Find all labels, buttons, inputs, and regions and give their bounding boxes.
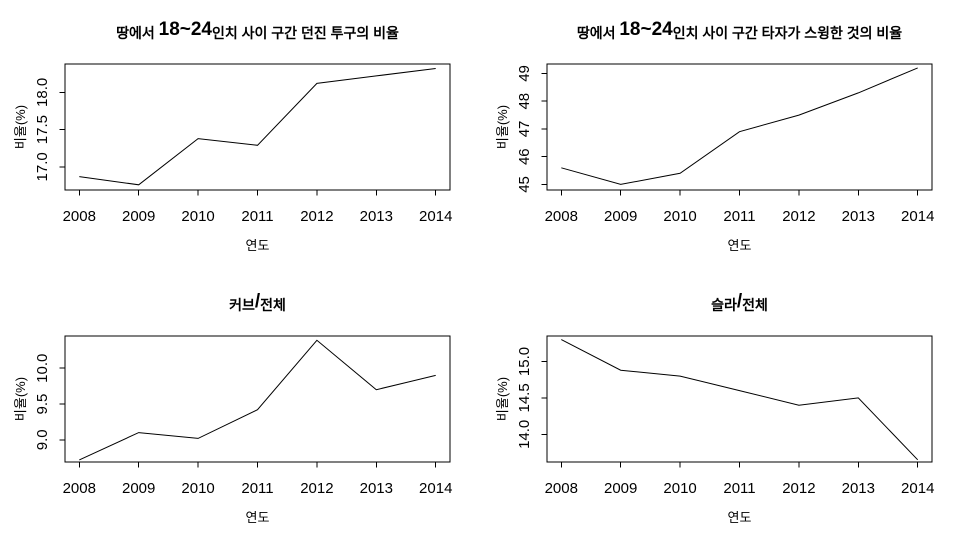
chart-panel-bottom-left: 2008 2009 2010 2011 2012 2013 2014 9.0 9.5 10.0 연도… (0, 272, 482, 544)
chart-title: 땅에서 18~24인치 사이 구간 던진 투구의 비율 (116, 19, 399, 41)
x-tick-label: 2010 (663, 208, 696, 225)
x-tick-label: 2012 (782, 208, 815, 225)
y-axis-label: 비율(%) (13, 377, 28, 421)
x-tick-label: 2010 (663, 480, 696, 497)
x-tick-label: 2013 (360, 208, 393, 225)
plot-box (64, 335, 451, 463)
x-tick-label: 2014 (901, 208, 934, 225)
y-axis-label: 비율(%) (13, 105, 28, 149)
x-tick-label: 2013 (842, 480, 875, 497)
data-line (79, 339, 436, 461)
x-tick-label: 2011 (723, 480, 755, 497)
chart-svg-bottom-left: 2008 2009 2010 2011 2012 2013 2014 9.0 9.5 10.0 연도… (13, 291, 452, 525)
y-tick-label: 46 (516, 148, 533, 165)
y-axis-label: 비율(%) (495, 105, 510, 149)
x-tick-label: 2010 (181, 480, 214, 497)
y-tick-label: 10.0 (34, 354, 51, 383)
chart-svg-top-left: 2008 2009 2010 2011 2012 2013 2014 17.0 17.5 18.0… (13, 19, 452, 253)
x-tick-label: 2013 (842, 208, 875, 225)
chart-svg-bottom-right: 2008 2009 2010 2011 2012 2013 2014 14.0 14.5 15.0… (495, 291, 934, 525)
y-axis-label: 비율(%) (495, 377, 510, 421)
x-tick-label: 2012 (782, 480, 815, 497)
data-line (561, 339, 919, 461)
chart-svg-top-right: 2008 2009 2010 2011 2012 2013 2014 45 46 47 48 49 연도… (495, 19, 934, 253)
y-tick-label: 15.0 (516, 347, 533, 376)
x-tick-label: 2014 (419, 480, 452, 497)
x-tick-label: 2014 (419, 208, 452, 225)
y-tick-label: 49 (516, 65, 533, 82)
y-tick-label: 9.0 (34, 429, 51, 450)
x-tick-label: 2008 (545, 480, 578, 497)
x-tick-label: 2008 (545, 208, 578, 225)
x-axis-label: 연도 (246, 510, 270, 525)
y-tick-label: 18.0 (34, 78, 51, 107)
x-tick-label: 2010 (181, 208, 214, 225)
x-tick-label: 2014 (901, 480, 934, 497)
y-tick-label: 9.5 (34, 394, 51, 415)
x-tick-label: 2008 (63, 480, 96, 497)
x-tick-label: 2009 (604, 480, 637, 497)
x-tick-label: 2011 (241, 480, 273, 497)
x-tick-label: 2009 (604, 208, 637, 225)
plot-box (546, 63, 933, 191)
x-tick-label: 2009 (122, 480, 155, 497)
x-axis-label: 연도 (728, 510, 752, 525)
x-tick-label: 2012 (300, 480, 333, 497)
y-tick-label: 17.5 (34, 115, 51, 144)
y-tick-label: 14.0 (516, 420, 533, 449)
x-tick-label: 2008 (63, 208, 96, 225)
x-tick-label: 2012 (300, 208, 333, 225)
chart-title: 슬라/전체 (711, 291, 768, 313)
x-tick-label: 2009 (122, 208, 155, 225)
y-tick-label: 17.0 (34, 152, 51, 181)
chart-panel-top-right: 2008 2009 2010 2011 2012 2013 2014 45 46 47 48 49 연도… (482, 0, 964, 272)
chart-panel-top-left: 2008 2009 2010 2011 2012 2013 2014 17.0 17.5 18.0… (0, 0, 482, 272)
y-tick-label: 14.5 (516, 383, 533, 412)
x-tick-label: 2011 (241, 208, 273, 225)
y-tick-label: 48 (516, 93, 533, 110)
chart-title: 커브/전체 (229, 291, 286, 313)
y-tick-label: 45 (516, 176, 533, 193)
x-axis-label: 연도 (246, 238, 270, 253)
chart-panel-bottom-right: 2008 2009 2010 2011 2012 2013 2014 14.0 14.5 15.0… (482, 272, 964, 544)
x-tick-label: 2011 (723, 208, 755, 225)
x-tick-label: 2013 (360, 480, 393, 497)
chart-title: 땅에서 18~24인치 사이 구간 타자가 스윙한 것의 비율 (577, 19, 902, 41)
plot-box (64, 63, 451, 191)
x-axis-label: 연도 (728, 238, 752, 253)
y-tick-label: 47 (516, 121, 533, 138)
data-line (79, 68, 436, 186)
plot-box (546, 335, 933, 463)
data-line (561, 67, 918, 185)
